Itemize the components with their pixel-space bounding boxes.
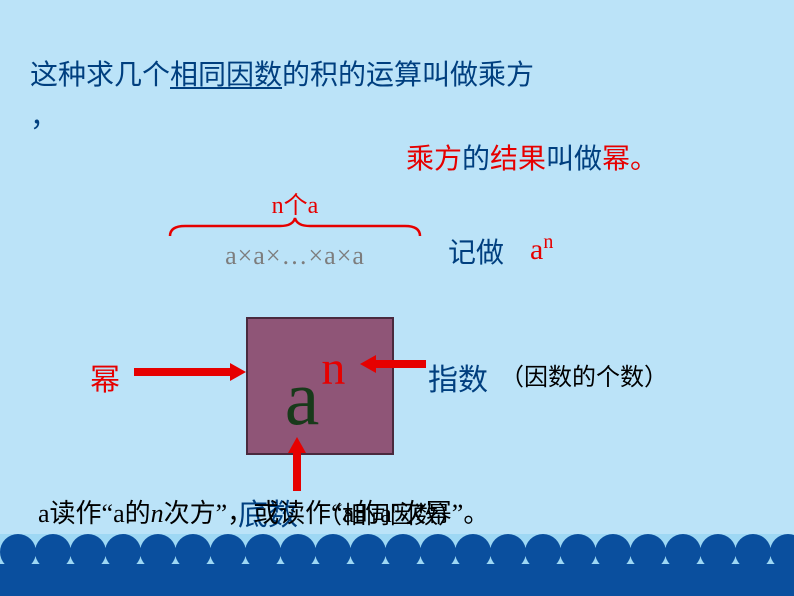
brace-group: n个a a×a×…×a×a — [165, 185, 425, 271]
curly-brace-icon — [165, 216, 425, 238]
zhishu-note: （因数的个数） — [500, 357, 668, 392]
definition-line-2: 乘方的结果叫做幂。 — [300, 137, 764, 177]
bottom-fill — [0, 564, 794, 596]
big-exp-n: n — [321, 341, 345, 396]
an-base: a — [530, 233, 543, 266]
an-notation: an — [530, 231, 553, 267]
word-de: 的 — [462, 144, 490, 175]
power-square: an — [246, 317, 394, 455]
word-jiaozuo: 叫做 — [546, 144, 602, 175]
word-chengfang: 乘方 — [406, 144, 462, 175]
bt-3: 次方”，或读作“a的a — [164, 499, 392, 528]
def-underlined: 相同因数 — [170, 60, 282, 91]
jizuo-label: 记做 — [448, 231, 504, 271]
bt-n1: n — [151, 499, 164, 528]
zhishu-label: 指数 — [428, 355, 488, 399]
an-exp: n — [543, 231, 553, 253]
arrow-up-icon — [288, 437, 306, 491]
reading-text: a读作“a的n次方”，或读作“a的an次幂”。 — [38, 493, 489, 530]
word-jieguo: 结果 — [490, 144, 546, 175]
bt-5: 次幂”。 — [400, 499, 490, 528]
def-comma: ， — [30, 97, 764, 139]
mi-label: 幂 — [90, 355, 120, 399]
definition-line-1: 这种求几个相同因数的积的运算叫做乘方 — [30, 55, 764, 97]
diagram-section: 幂 an 指数 （因数的个数） 底数 （相同因数） — [30, 295, 764, 515]
big-base-a: a — [285, 359, 320, 437]
word-mi: 幂。 — [602, 144, 658, 175]
bt-1: a读作“a的 — [38, 499, 151, 528]
arrow-left-icon — [360, 355, 426, 373]
brace-label: n个a — [165, 185, 425, 220]
def-pre: 这种求几个 — [30, 60, 170, 91]
expansion-text: a×a×…×a×a — [165, 241, 425, 271]
arrow-right-icon — [134, 363, 246, 381]
def-post: 的积的运算叫做乘方 — [282, 60, 534, 91]
bt-n2: n — [392, 499, 400, 516]
notation-section: n个a a×a×…×a×a 记做 an — [30, 185, 764, 285]
